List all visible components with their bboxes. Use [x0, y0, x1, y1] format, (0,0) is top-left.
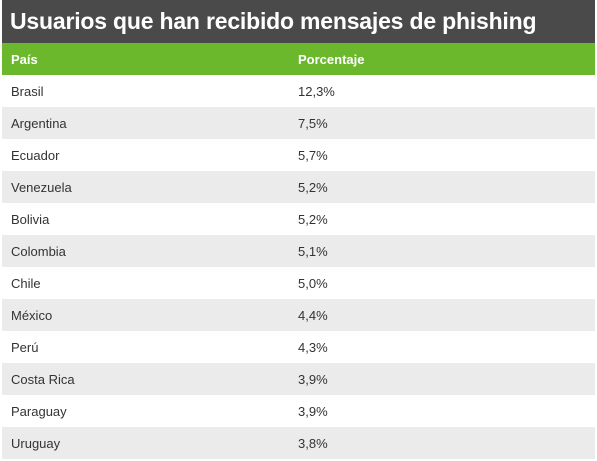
percentage-cell: 4,3% — [289, 331, 595, 363]
table-row: Chile 5,0% — [2, 267, 595, 299]
table-row: Bolivia 5,2% — [2, 203, 595, 235]
country-cell: Costa Rica — [2, 363, 289, 395]
table-row: Ecuador 5,7% — [2, 139, 595, 171]
title-bar: Usuarios que han recibido mensajes de ph… — [2, 0, 595, 43]
percentage-cell: 7,5% — [289, 107, 595, 139]
header-row: País Porcentaje — [2, 43, 595, 75]
table-row: México 4,4% — [2, 299, 595, 331]
country-cell: Brasil — [2, 75, 289, 107]
table-title: Usuarios que han recibido mensajes de ph… — [10, 8, 537, 34]
percentage-cell: 5,2% — [289, 203, 595, 235]
table-row: Colombia 5,1% — [2, 235, 595, 267]
column-header-country: País — [2, 43, 289, 75]
table-row: Paraguay 3,9% — [2, 395, 595, 427]
country-cell: Bolivia — [2, 203, 289, 235]
percentage-cell: 5,1% — [289, 235, 595, 267]
table-row: Venezuela 5,2% — [2, 171, 595, 203]
country-cell: Venezuela — [2, 171, 289, 203]
percentage-cell: 4,4% — [289, 299, 595, 331]
column-header-percentage: Porcentaje — [289, 43, 595, 75]
table-row: Perú 4,3% — [2, 331, 595, 363]
country-cell: Ecuador — [2, 139, 289, 171]
percentage-cell: 5,7% — [289, 139, 595, 171]
country-cell: México — [2, 299, 289, 331]
table-row: Argentina 7,5% — [2, 107, 595, 139]
country-cell: Perú — [2, 331, 289, 363]
percentage-cell: 3,9% — [289, 395, 595, 427]
percentage-cell: 5,0% — [289, 267, 595, 299]
country-cell: Chile — [2, 267, 289, 299]
percentage-cell: 5,2% — [289, 171, 595, 203]
table-row: Brasil 12,3% — [2, 75, 595, 107]
country-cell: Argentina — [2, 107, 289, 139]
country-cell: Colombia — [2, 235, 289, 267]
table-row: Costa Rica 3,9% — [2, 363, 595, 395]
country-cell: Paraguay — [2, 395, 289, 427]
table-body: Brasil 12,3% Argentina 7,5% Ecuador 5,7% Venez… — [2, 75, 595, 459]
percentage-cell: 3,8% — [289, 427, 595, 459]
table-row: Uruguay 3,8% — [2, 427, 595, 459]
percentage-cell: 3,9% — [289, 363, 595, 395]
percentage-cell: 12,3% — [289, 75, 595, 107]
data-table: País Porcentaje Brasil 12,3% Argentina 7,5%… — [2, 43, 595, 459]
country-cell: Uruguay — [2, 427, 289, 459]
